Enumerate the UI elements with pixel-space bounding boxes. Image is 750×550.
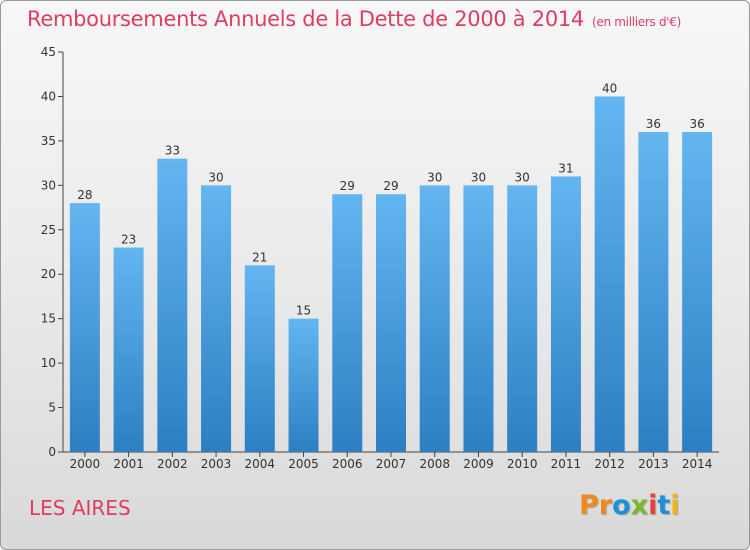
y-tick-label: 15	[41, 312, 56, 326]
bar-2006	[332, 194, 363, 452]
data-label-2001: 23	[121, 233, 136, 247]
logo-letter: o	[612, 490, 631, 521]
logo-letter: i	[648, 490, 658, 521]
data-label-2003: 30	[208, 170, 223, 184]
x-tick-label-2007: 2007	[376, 457, 407, 471]
data-label-2009: 30	[471, 170, 486, 184]
bar-2014	[682, 132, 713, 452]
x-tick-label-2012: 2012	[594, 457, 625, 471]
axes: 0 5 10 15 20 25 30 35 40 45 2000 2001 2002 2003 2004 20…	[41, 45, 719, 471]
y-tick-label: 30	[41, 178, 56, 192]
data-label-2014: 36	[689, 117, 704, 131]
bar-2013	[638, 132, 669, 452]
logo-letter: x	[630, 490, 649, 521]
data-label-2010: 30	[515, 170, 530, 184]
logo-letter: t	[657, 490, 671, 521]
y-tick-label: 40	[41, 89, 56, 103]
x-tick-label-2008: 2008	[419, 457, 450, 471]
x-tick-label-2004: 2004	[245, 457, 276, 471]
x-tick-label-2005: 2005	[288, 457, 319, 471]
logo-letter: P	[579, 490, 599, 521]
data-label-2007: 29	[383, 179, 398, 193]
data-label-2011: 31	[558, 161, 573, 175]
data-label-2000: 28	[77, 188, 92, 202]
chart-unit: (en milliers d'€)	[592, 15, 682, 29]
bar-2012	[594, 96, 625, 452]
bar-2005	[288, 318, 319, 452]
y-tick-label: 20	[41, 267, 56, 281]
x-tick-label-2011: 2011	[551, 457, 582, 471]
x-tick-label-2010: 2010	[507, 457, 538, 471]
logo-letter: r	[598, 490, 613, 521]
y-tick-label: 35	[41, 134, 56, 148]
x-tick-label-2001: 2001	[113, 457, 144, 471]
bar-2002	[157, 158, 188, 452]
y-tick-label: 10	[41, 356, 56, 370]
bar-2004	[244, 265, 275, 452]
y-tick-label: 45	[41, 45, 56, 59]
bar-2007	[376, 194, 406, 452]
chart-title-text: Remboursements Annuels de la Dette de 20…	[27, 7, 584, 31]
y-tick-label: 5	[48, 401, 56, 415]
y-tick-label: 25	[41, 223, 56, 237]
x-tick-label-2003: 2003	[201, 457, 232, 471]
bar-2000	[69, 203, 100, 452]
commune-name: LES AIRES	[29, 496, 131, 520]
logo-letter: i	[670, 490, 680, 521]
data-label-2006: 29	[340, 179, 355, 193]
x-tick-label-2002: 2002	[157, 457, 188, 471]
data-label-2012: 40	[602, 81, 617, 95]
data-label-2002: 33	[165, 144, 180, 158]
data-label-2013: 36	[646, 117, 661, 131]
bars: 28 23 33 30 21 15 29 29 30 30 30 31 40 36 36	[69, 81, 713, 453]
bar-2009	[463, 185, 494, 453]
data-label-2004: 21	[252, 250, 267, 264]
chart-title: Remboursements Annuels de la Dette de 20…	[27, 7, 681, 31]
x-tick-label-2009: 2009	[463, 457, 494, 471]
proxiti-logo: Proxiti	[579, 490, 680, 521]
bar-2011	[550, 176, 581, 452]
x-tick-label-2014: 2014	[682, 457, 713, 471]
x-tick-label-2013: 2013	[638, 457, 669, 471]
bar-2008	[419, 185, 450, 453]
bar-2001	[113, 247, 144, 452]
x-tick-label-2006: 2006	[332, 457, 363, 471]
data-label-2008: 30	[427, 170, 442, 184]
bar-2010	[507, 185, 538, 453]
y-tick-label: 0	[48, 445, 56, 459]
bar-2003	[201, 185, 232, 453]
x-tick-label-2000: 2000	[70, 457, 101, 471]
data-label-2005: 15	[296, 304, 311, 318]
